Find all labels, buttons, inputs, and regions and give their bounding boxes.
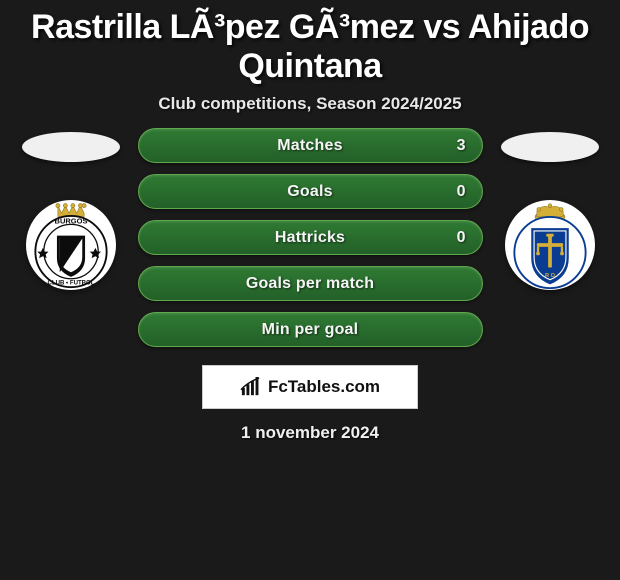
comparison-content: BURGOS CLUB • FUTBOL Matches 3 Goals 0 bbox=[0, 128, 620, 347]
right-player-ellipse bbox=[501, 132, 599, 162]
stats-list: Matches 3 Goals 0 Hattricks 0 Goals per … bbox=[138, 128, 483, 347]
left-column: BURGOS CLUB • FUTBOL bbox=[22, 128, 120, 290]
crest-text-top: BURGOS bbox=[54, 216, 87, 225]
stat-label: Hattricks bbox=[275, 229, 345, 247]
right-column: R O bbox=[501, 128, 599, 290]
page-title: Rastrilla LÃ³pez GÃ³mez vs Ahijado Quint… bbox=[0, 0, 620, 90]
stat-row-hattricks: Hattricks 0 bbox=[138, 220, 483, 255]
oviedo-crest-icon: R O bbox=[505, 197, 595, 293]
left-player-ellipse bbox=[22, 132, 120, 162]
date-text: 1 november 2024 bbox=[0, 423, 620, 443]
crest-text-bottom: CLUB • FUTBOL bbox=[47, 279, 94, 286]
stat-value-right: 0 bbox=[457, 229, 466, 247]
stat-value-right: 3 bbox=[457, 137, 466, 155]
stat-row-goals-per-match: Goals per match bbox=[138, 266, 483, 301]
brand-text: FcTables.com bbox=[268, 377, 380, 397]
stat-value-right: 0 bbox=[457, 183, 466, 201]
brand-badge: FcTables.com bbox=[202, 365, 418, 409]
stat-label: Goals per match bbox=[246, 275, 374, 293]
svg-text:R O: R O bbox=[545, 273, 556, 279]
stat-label: Min per goal bbox=[262, 321, 359, 339]
stat-row-matches: Matches 3 bbox=[138, 128, 483, 163]
stat-label: Matches bbox=[277, 137, 342, 155]
bar-chart-icon bbox=[240, 377, 262, 397]
stat-row-goals: Goals 0 bbox=[138, 174, 483, 209]
burgos-crest-icon: BURGOS CLUB • FUTBOL bbox=[26, 197, 116, 293]
stat-label: Goals bbox=[287, 183, 332, 201]
left-team-crest: BURGOS CLUB • FUTBOL bbox=[26, 200, 116, 290]
subtitle: Club competitions, Season 2024/2025 bbox=[0, 90, 620, 128]
stat-row-min-per-goal: Min per goal bbox=[138, 312, 483, 347]
right-team-crest: R O bbox=[505, 200, 595, 290]
